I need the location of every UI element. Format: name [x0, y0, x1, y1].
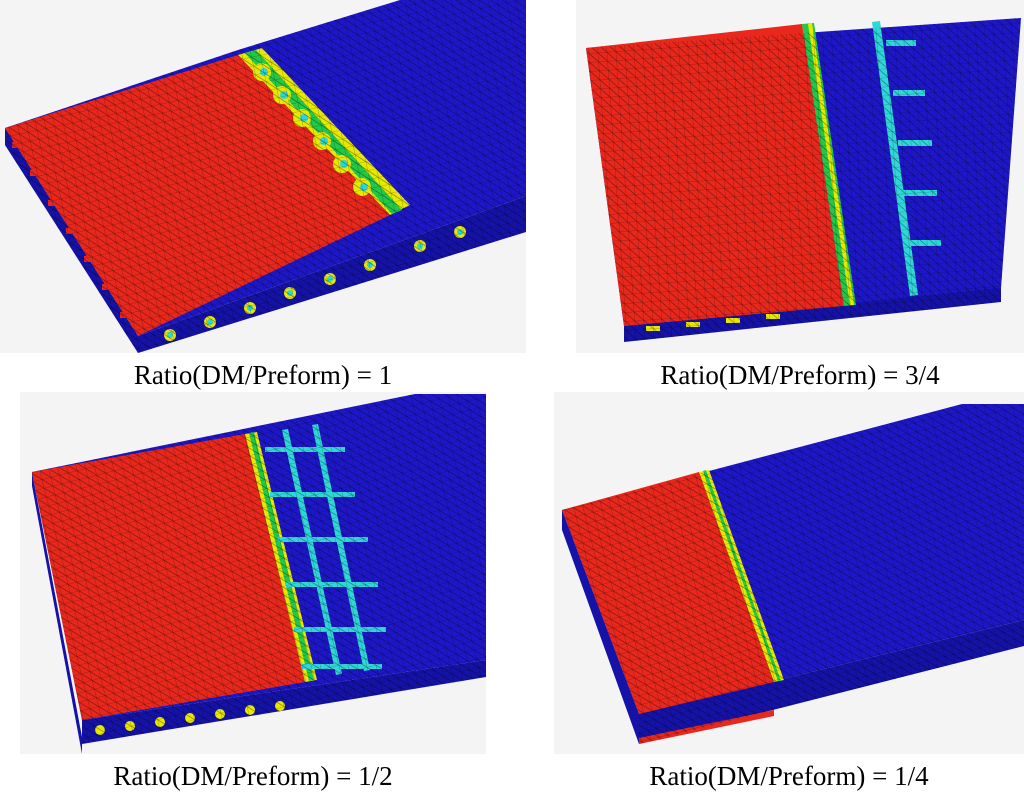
simulation-plate-ratio-1-2 [32, 394, 486, 754]
panel-ratio-1-2 [20, 392, 486, 754]
caption-ratio-1-2: Ratio(DM/Preform) = 1/2 [113, 761, 393, 791]
caption-ratio-1-4: Ratio(DM/Preform) = 1/4 [649, 761, 929, 791]
panel-ratio-1 [0, 0, 526, 353]
simulation-plate-ratio-3-4 [586, 18, 1021, 342]
simulation-plate-ratio-1-4 [562, 404, 1024, 744]
panel-ratio-3-4 [576, 0, 1024, 353]
panel-ratio-1-4 [554, 392, 1024, 754]
simulation-plate-ratio-1 [5, 0, 526, 353]
caption-ratio-3-4: Ratio(DM/Preform) = 3/4 [660, 360, 940, 390]
caption-ratio-1: Ratio(DM/Preform) = 1 [133, 360, 393, 390]
